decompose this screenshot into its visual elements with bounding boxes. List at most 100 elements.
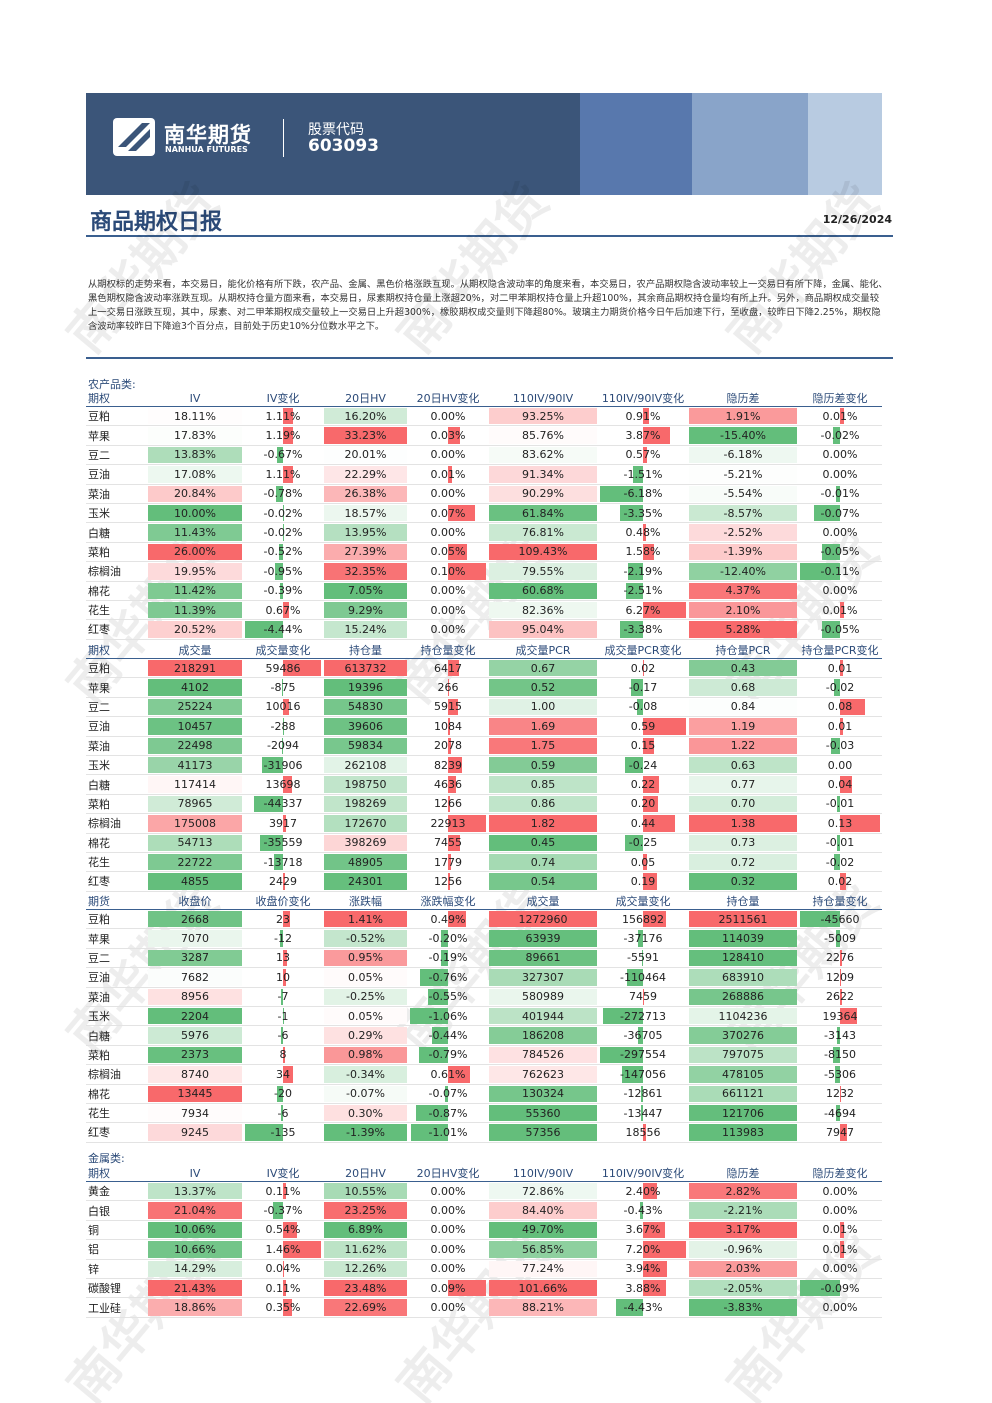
heat-fill	[148, 621, 242, 638]
row-label: 豆油	[86, 464, 147, 485]
data-bar	[643, 815, 676, 832]
data-bar	[448, 873, 451, 890]
cell: -0.02%	[243, 522, 323, 543]
cell-text: 41173	[177, 758, 213, 772]
cell: 1.46%	[243, 1239, 323, 1260]
cell-text: 113983	[722, 1125, 764, 1139]
data-bar	[448, 853, 451, 871]
cell-text: 红枣	[88, 1126, 110, 1140]
cell-text: 2622	[826, 990, 854, 1004]
cell-text: 0.43	[730, 661, 756, 675]
cell-text: 0.00%	[822, 526, 858, 540]
cell-text: 0.00%	[822, 448, 858, 462]
cell-text: 棕榈油	[88, 1068, 121, 1082]
heat-fill	[148, 988, 242, 1005]
heat-fill	[489, 776, 597, 793]
watermark: 南华期货	[386, 173, 560, 364]
data-bar	[833, 853, 840, 871]
cell-text: 1.22	[730, 739, 756, 753]
data-bar	[448, 1279, 487, 1297]
cell-text: -0.52%	[346, 932, 385, 946]
cell: 1.11%	[243, 406, 323, 427]
data-bar	[445, 1085, 448, 1102]
cell: 0.44	[598, 813, 688, 834]
row-label: 豆二	[86, 948, 147, 969]
heat-fill	[689, 621, 797, 638]
cell-text: 198269	[344, 797, 387, 811]
data-bar	[821, 543, 840, 561]
cell: 5976	[147, 1025, 243, 1046]
heat-fill	[689, 718, 797, 735]
cell: -0.55%	[408, 987, 488, 1007]
cell-text: 1.41%	[348, 912, 383, 926]
data-bar	[643, 408, 650, 425]
heat-fill	[148, 1104, 242, 1122]
cell: 172670	[323, 813, 408, 834]
banner-block	[692, 93, 808, 195]
data-bar	[643, 543, 654, 561]
cell: -7	[243, 987, 323, 1007]
cell: 85.76%	[488, 425, 598, 446]
cell-text: -0.02	[825, 681, 855, 695]
cell-text: -0.07%	[428, 1087, 468, 1101]
cell-text: -0.05%	[820, 545, 860, 559]
cell-text: 3287	[181, 951, 209, 965]
cell: 23	[243, 909, 323, 930]
cell-text: -31906	[263, 758, 303, 772]
logo-subtext: NANHUA FUTURES	[165, 145, 248, 154]
cell: 3.67%	[598, 1220, 688, 1241]
cell: -2.21%	[688, 1200, 798, 1221]
heat-fill	[689, 873, 797, 890]
cell: 109.43%	[488, 542, 598, 563]
cell: 21.04%	[147, 1200, 243, 1221]
cell: 59486	[243, 658, 323, 679]
cell: 32.35%	[323, 561, 408, 582]
cell-text: -3143	[824, 1029, 856, 1043]
data-table: 期货 收盘价 收盘价变化 涨跌幅 涨跌幅变化 成交量 成交量变化 持仓量 持仓量变化 豆粕 2668…	[86, 893, 882, 1143]
cell: 0.11%	[243, 1278, 323, 1299]
cell-text: 11.43%	[174, 526, 216, 540]
heat-fill	[148, 1027, 242, 1044]
cell: 0.00%	[408, 1259, 488, 1279]
heat-fill	[148, 853, 242, 871]
heat-fill	[489, 1104, 597, 1122]
cell: 88.21%	[488, 1297, 598, 1318]
heat-fill	[489, 834, 597, 851]
cell-text: -0.19%	[428, 951, 468, 965]
data-bar	[448, 504, 475, 522]
cell: 10.66%	[147, 1239, 243, 1260]
cell-text: 0.44	[630, 816, 656, 830]
heat-fill	[148, 1066, 242, 1083]
cell-text: -2094	[267, 739, 299, 753]
cell-text: 34	[276, 1067, 290, 1081]
cell-text: 0.57%	[625, 448, 661, 462]
heat-fill	[689, 1260, 797, 1277]
cell: 11.62%	[323, 1239, 408, 1260]
heat-fill	[489, 485, 597, 502]
cell: 3.88%	[598, 1278, 688, 1299]
heat-fill	[489, 408, 597, 425]
cell-text: 114039	[722, 932, 764, 946]
code-label: 股票代码	[308, 122, 364, 138]
cell-text: 398269	[344, 836, 387, 850]
column-header: IV	[147, 390, 243, 407]
heat-fill	[689, 504, 797, 522]
cell: -4694	[798, 1103, 882, 1124]
data-bar	[411, 1124, 448, 1141]
heat-fill	[324, 795, 407, 813]
cell: 2668	[147, 909, 243, 930]
cell-text: -35559	[263, 836, 303, 850]
cell-text: -0.01	[825, 836, 855, 850]
cell-text: 0.32	[730, 874, 756, 888]
data-bar	[835, 930, 840, 947]
cell-text: -0.34%	[346, 1067, 385, 1081]
row-label: 棉花	[86, 833, 147, 853]
cell: 13698	[243, 774, 323, 795]
cell: 0.00%	[408, 1200, 488, 1221]
cell: 2.03%	[688, 1259, 798, 1279]
cell-text: 91.34%	[522, 467, 564, 481]
cell-text: 铝	[88, 1243, 99, 1257]
cell: 7459	[598, 987, 688, 1007]
cell-text: 0.70	[730, 797, 756, 811]
cell-text: 82.36%	[522, 603, 564, 617]
